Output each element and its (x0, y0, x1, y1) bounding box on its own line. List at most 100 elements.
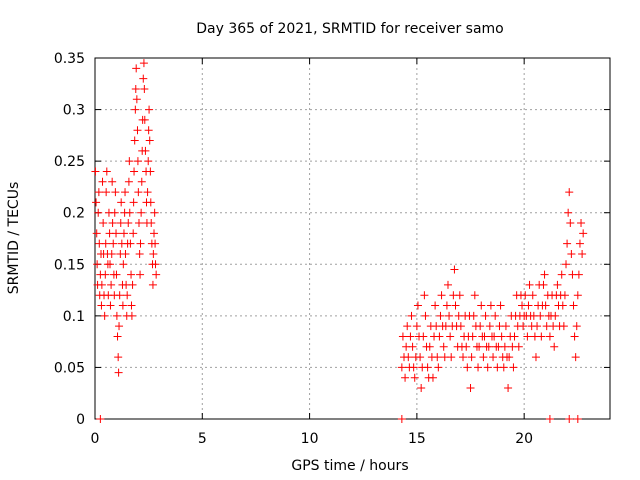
y-tick-label: 0.05 (54, 360, 85, 376)
data-point (435, 332, 444, 341)
data-point (134, 188, 143, 197)
data-point (137, 177, 146, 186)
data-point (113, 332, 122, 341)
data-point (112, 311, 121, 320)
data-point (128, 280, 137, 289)
axis-layer: 0 5 10 15 20 0 0.05 0.1 0.15 0.2 0.25 0.3 0.35 (54, 51, 611, 447)
data-point (525, 280, 534, 289)
data-point (533, 322, 542, 331)
data-point (397, 363, 406, 372)
data-point (536, 311, 545, 320)
data-point (574, 270, 583, 279)
data-point (145, 136, 154, 145)
data-point (537, 332, 546, 341)
data-point (144, 126, 153, 135)
plot-frame (94, 57, 611, 420)
data-point (150, 208, 159, 217)
data-point (408, 342, 417, 351)
data-point (477, 301, 486, 310)
data-point (403, 322, 412, 331)
data-point (98, 177, 107, 186)
data-point (416, 353, 425, 362)
data-point (479, 353, 488, 362)
data-point (560, 291, 569, 300)
data-point (437, 291, 446, 300)
data-point (483, 363, 492, 372)
data-point (514, 342, 523, 351)
x-tick-label: 10 (301, 431, 319, 447)
data-point (123, 291, 132, 300)
data-point (131, 105, 140, 114)
data-point (541, 301, 550, 310)
data-point (539, 280, 548, 289)
data-point (551, 311, 560, 320)
x-axis-label: GPS time / hours (291, 458, 408, 474)
data-point (567, 249, 576, 258)
y-tick-label: 0.15 (54, 257, 85, 273)
data-point (130, 136, 139, 145)
data-point (425, 342, 434, 351)
data-point (127, 270, 136, 279)
data-point (470, 291, 479, 300)
data-point (112, 270, 121, 279)
data-point (118, 301, 127, 310)
data-point (476, 322, 485, 331)
data-point (124, 177, 133, 186)
data-point (398, 332, 407, 341)
data-point (124, 219, 133, 228)
data-point (121, 249, 130, 258)
data-point (455, 291, 464, 300)
data-point (114, 353, 123, 362)
data-point (545, 332, 554, 341)
data-point (443, 280, 452, 289)
data-point (450, 265, 459, 274)
data-point (106, 260, 115, 269)
data-point (410, 373, 419, 382)
y-tick-label: 0.2 (63, 206, 85, 222)
y-tick-label: 0.35 (54, 51, 85, 67)
data-point (462, 342, 471, 351)
data-point (129, 198, 138, 207)
data-point (148, 280, 157, 289)
data-point (139, 59, 148, 68)
data-point (540, 270, 549, 279)
data-point (489, 353, 498, 362)
data-point (501, 322, 510, 331)
data-point (467, 353, 476, 362)
data-point (566, 219, 575, 228)
data-point (131, 84, 140, 93)
data-point (497, 332, 506, 341)
data-point (564, 208, 573, 217)
chart-title: Day 365 of 2021, SRMTID for receiver sam… (196, 21, 504, 37)
data-point (500, 342, 509, 351)
data-point (428, 373, 437, 382)
data-point (94, 188, 103, 197)
data-point (510, 332, 519, 341)
data-point (557, 270, 566, 279)
data-point (431, 301, 440, 310)
data-point (117, 198, 126, 207)
data-point (436, 311, 445, 320)
data-point (121, 188, 130, 197)
data-point (144, 157, 153, 166)
data-point (146, 167, 155, 176)
data-point (433, 353, 442, 362)
y-tick-label: 0 (76, 412, 85, 428)
data-point (469, 311, 478, 320)
y-axis-label: SRMTID / TECUs (6, 182, 22, 295)
y-tick-label: 0.25 (54, 154, 85, 170)
data-point (397, 415, 406, 423)
data-point (578, 249, 587, 258)
data-point (134, 219, 143, 228)
data-point (523, 332, 532, 341)
data-point (434, 363, 443, 372)
data-point (413, 301, 422, 310)
data-point (93, 260, 102, 269)
data-point (451, 301, 460, 310)
data-point (496, 301, 505, 310)
data-point (115, 291, 124, 300)
data-point (133, 157, 142, 166)
data-point (91, 167, 100, 176)
data-point (524, 301, 533, 310)
data-point (407, 311, 416, 320)
